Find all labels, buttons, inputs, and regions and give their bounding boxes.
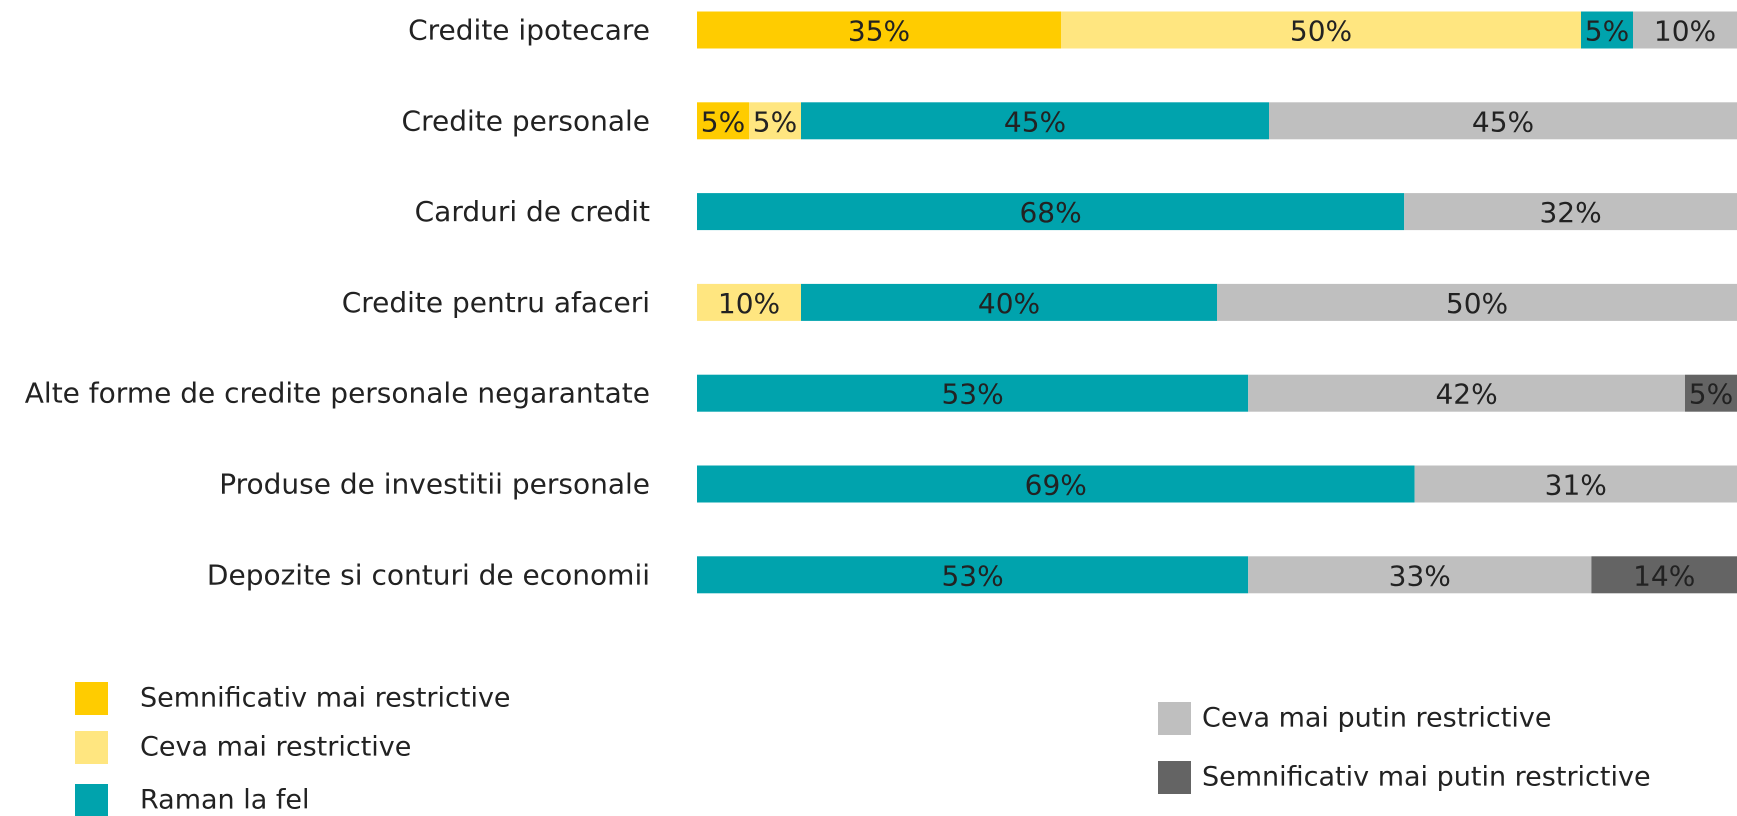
data-label: 45% xyxy=(1472,105,1534,138)
bar-segment xyxy=(801,102,1269,140)
data-label: 45% xyxy=(1004,105,1066,138)
data-label: 5% xyxy=(1689,378,1733,411)
data-label: 68% xyxy=(1019,196,1081,229)
legend-swatch xyxy=(1158,702,1191,735)
data-label: 14% xyxy=(1633,559,1695,592)
data-label: 42% xyxy=(1435,378,1497,411)
bar-segment xyxy=(1581,11,1633,49)
bar-segment xyxy=(1269,102,1737,140)
data-label: 50% xyxy=(1290,15,1352,48)
bar-segment xyxy=(697,374,1249,412)
legend-swatch xyxy=(75,682,108,715)
category-label: Carduri de credit xyxy=(415,195,650,228)
legend-label: Ceva mai putin restrictive xyxy=(1202,703,1551,734)
bar-segment xyxy=(697,556,1249,594)
bar-segment xyxy=(1061,11,1581,49)
legend-swatch xyxy=(75,784,108,816)
legend-swatch xyxy=(75,731,108,764)
bar-segment xyxy=(749,102,801,140)
bar-segment xyxy=(697,193,1405,231)
legend-label: Semnificativ mai restrictive xyxy=(140,683,511,714)
bar-segment xyxy=(697,465,1415,503)
data-label: 50% xyxy=(1446,287,1508,320)
data-label: 10% xyxy=(718,287,780,320)
bar-segment xyxy=(1685,374,1737,412)
legend-label: Raman la fel xyxy=(140,785,310,816)
bar-segment xyxy=(697,11,1061,49)
legend-label: Ceva mai restrictive xyxy=(140,732,411,763)
category-label: Credite ipotecare xyxy=(408,14,650,47)
data-label: 31% xyxy=(1545,469,1607,502)
bar-segment xyxy=(1414,465,1737,503)
category-label: Credite pentru afaceri xyxy=(342,286,650,319)
data-label: 35% xyxy=(848,15,910,48)
category-label: Depozite si conturi de economii xyxy=(207,558,650,591)
data-label: 53% xyxy=(941,559,1003,592)
bar-segment xyxy=(697,102,749,140)
legend-label: Semnificativ mai putin restrictive xyxy=(1202,762,1651,793)
bar-segment xyxy=(1591,556,1737,594)
category-label: Credite personale xyxy=(402,104,650,137)
bar-segment xyxy=(697,283,801,321)
data-label: 5% xyxy=(753,105,797,138)
bar-segment xyxy=(801,283,1217,321)
data-label: 32% xyxy=(1539,196,1601,229)
data-label: 40% xyxy=(978,287,1040,320)
data-label: 69% xyxy=(1025,469,1087,502)
data-label: 5% xyxy=(701,105,745,138)
data-label: 53% xyxy=(941,378,1003,411)
data-label: 10% xyxy=(1654,15,1716,48)
data-label: 33% xyxy=(1389,559,1451,592)
bar-segment xyxy=(1217,283,1737,321)
bar-segment xyxy=(1404,193,1737,231)
category-label: Alte forme de credite personale negarant… xyxy=(25,377,650,410)
bar-segment xyxy=(1248,374,1685,412)
legend-swatch xyxy=(1158,761,1191,794)
bar-segment xyxy=(1248,556,1592,594)
bar-segment xyxy=(1633,11,1737,49)
category-label: Produse de investitii personale xyxy=(219,468,650,501)
data-label: 5% xyxy=(1585,15,1629,48)
